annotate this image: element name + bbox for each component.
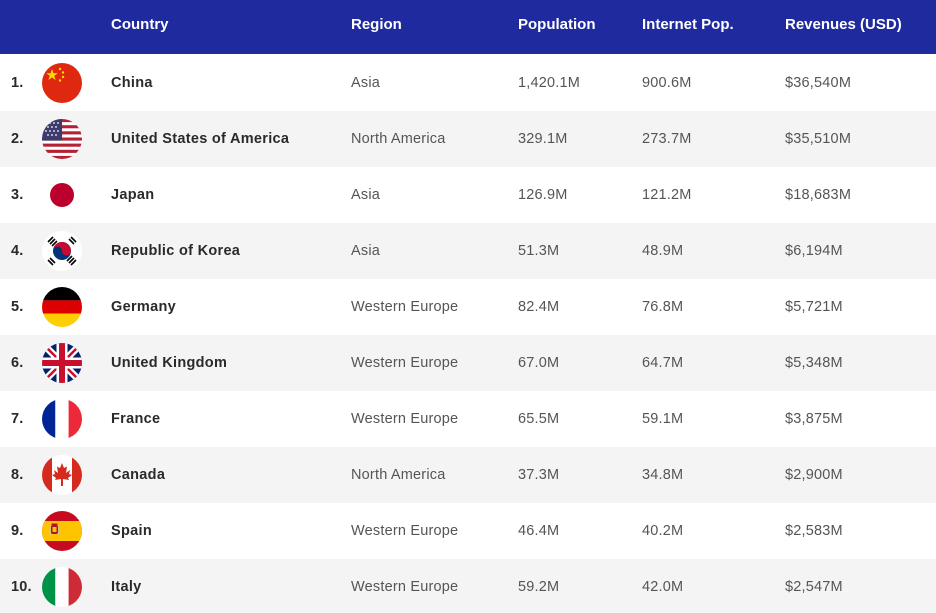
country-name: Italy (111, 579, 142, 595)
region: Asia (351, 187, 381, 203)
rank: 10. (11, 579, 32, 595)
revenues: $18,683M (785, 187, 852, 203)
country-name: United Kingdom (111, 355, 228, 371)
internet-population: 121.2M (642, 187, 692, 203)
region: Asia (351, 75, 381, 91)
revenues: $36,540M (785, 75, 852, 91)
table-row[interactable]: 2. (0, 111, 936, 167)
rank: 7. (11, 411, 24, 427)
population: 51.3M (518, 243, 560, 259)
header-region[interactable]: Region (351, 16, 402, 33)
population: 126.9M (518, 187, 568, 203)
population: 1,420.1M (518, 75, 581, 91)
revenues: $5,348M (785, 355, 843, 371)
spain-flag-icon (42, 511, 82, 551)
revenues: $2,547M (785, 579, 843, 595)
internet-population: 48.9M (642, 243, 684, 259)
revenues: $35,510M (785, 131, 852, 147)
italy-flag-icon (42, 567, 82, 607)
country-name: Spain (111, 523, 152, 539)
region: Western Europe (351, 579, 459, 595)
canada-flag-icon (42, 455, 82, 495)
japan-flag-icon (42, 175, 82, 215)
rank: 3. (11, 187, 24, 203)
rank: 1. (11, 75, 24, 91)
revenues: $3,875M (785, 411, 843, 427)
header-revenues[interactable]: Revenues (USD) (785, 16, 902, 33)
rank: 5. (11, 299, 24, 315)
internet-population: 34.8M (642, 467, 684, 483)
internet-population: 42.0M (642, 579, 684, 595)
revenues: $2,583M (785, 523, 843, 539)
region: North America (351, 467, 446, 483)
rank: 8. (11, 467, 24, 483)
country-name: France (111, 411, 161, 427)
germany-flag-icon (42, 287, 82, 327)
table-row[interactable]: 9. Spain Western Europe 46.4M 40.2M $2,5… (0, 503, 936, 559)
rank: 9. (11, 523, 24, 539)
rank: 4. (11, 243, 24, 259)
china-flag-icon (42, 63, 82, 103)
country-name: Republic of Korea (111, 243, 241, 259)
internet-population: 40.2M (642, 523, 684, 539)
revenues: $5,721M (785, 299, 843, 315)
population: 65.5M (518, 411, 560, 427)
internet-population: 59.1M (642, 411, 684, 427)
korea-flag-icon (42, 231, 82, 271)
internet-population: 273.7M (642, 131, 692, 147)
header-country[interactable]: Country (111, 16, 169, 33)
table-row[interactable]: 6. United Kingdom Western Europe 67.0M 6… (0, 335, 936, 391)
population: 59.2M (518, 579, 560, 595)
table-row[interactable]: 10. Italy Western Europe 59.2M 42.0M $2,… (0, 559, 936, 613)
region: Western Europe (351, 355, 459, 371)
internet-population: 64.7M (642, 355, 684, 371)
table-header: Country Region Population Internet Pop. … (0, 0, 936, 54)
internet-population: 76.8M (642, 299, 684, 315)
region: Western Europe (351, 299, 459, 315)
rank: 2. (11, 131, 24, 147)
population: 46.4M (518, 523, 560, 539)
region: North America (351, 131, 446, 147)
rank: 6. (11, 355, 24, 371)
france-flag-icon (42, 399, 82, 439)
table-row[interactable]: 5. Germany Western Europe 82.4M 76.8M $5… (0, 279, 936, 335)
country-name: China (111, 75, 153, 91)
revenues: $6,194M (785, 243, 843, 259)
population: 82.4M (518, 299, 560, 315)
header-internet-population[interactable]: Internet Pop. (642, 16, 734, 33)
population: 37.3M (518, 467, 560, 483)
table-row[interactable]: 8. Canada North America 37.3M 34.8M $2,9… (0, 447, 936, 503)
revenues: $2,900M (785, 467, 843, 483)
usa-flag-icon (42, 119, 82, 159)
internet-population: 900.6M (642, 75, 692, 91)
table-row[interactable]: 7. France Western Europe 65.5M 59.1M $3,… (0, 391, 936, 447)
population: 329.1M (518, 131, 568, 147)
header-population[interactable]: Population (518, 16, 596, 33)
country-name: Germany (111, 299, 176, 315)
country-name: Japan (111, 187, 155, 203)
table-row[interactable]: 3. Japan Asia 126.9M 121.2M $18,683M (0, 167, 936, 223)
country-name: Canada (111, 467, 166, 483)
uk-flag-icon (42, 343, 82, 383)
region: Western Europe (351, 411, 459, 427)
region: Western Europe (351, 523, 459, 539)
country-name: United States of America (111, 131, 290, 147)
population: 67.0M (518, 355, 560, 371)
region: Asia (351, 243, 381, 259)
table-row[interactable]: 1. China Asia 1,420.1M 900.6M $36,540M (0, 55, 936, 111)
table-row[interactable]: 4. Republic of Korea Asia 51.3 (0, 223, 936, 279)
